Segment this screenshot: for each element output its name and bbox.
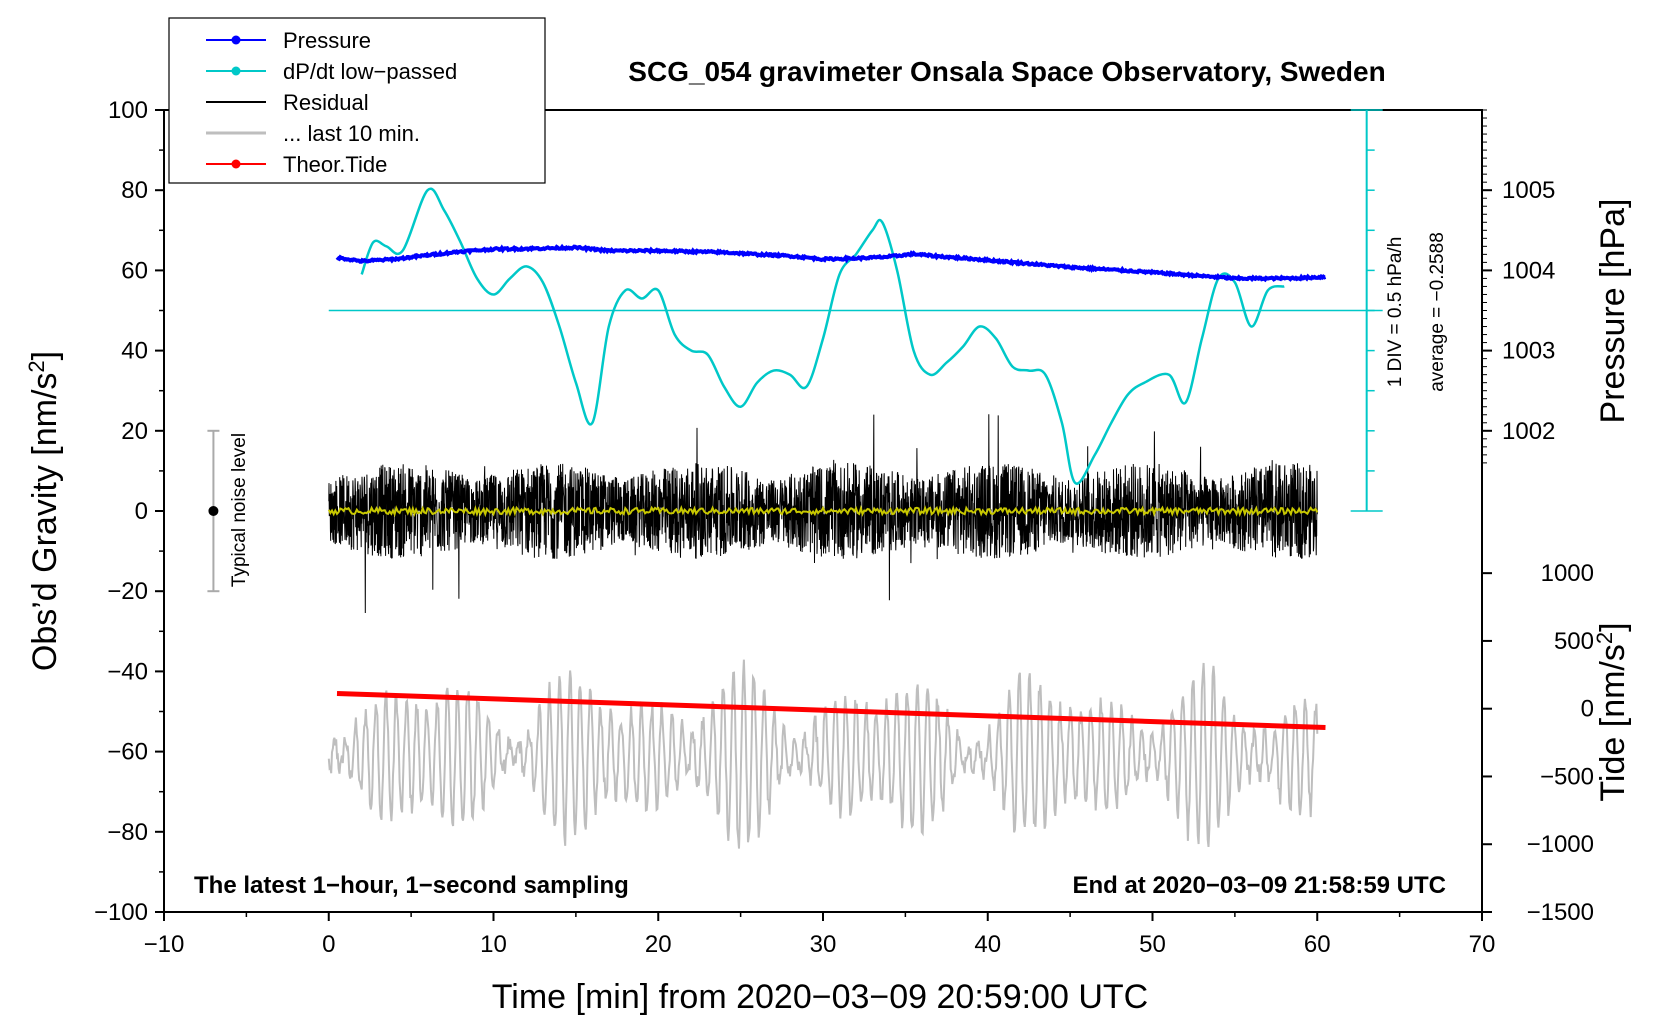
x-tick-label: 50 bbox=[1139, 931, 1166, 958]
pressure-axis-title: Pressure [hPa] bbox=[1594, 199, 1632, 424]
dpdt-series bbox=[360, 187, 1285, 485]
chart-title: SCG_054 gravimeter Onsala Space Observat… bbox=[628, 56, 1385, 87]
pressure-tick-label: 1002 bbox=[1502, 418, 1555, 445]
legend-label: Pressure bbox=[283, 28, 371, 53]
noise-bar-center bbox=[208, 506, 219, 516]
y-tick-label: 60 bbox=[121, 257, 148, 284]
y-axis-title-sup: 2 bbox=[24, 360, 49, 372]
y-tick-label: −100 bbox=[94, 899, 148, 926]
legend: Pressure dP/dt low−passed Residual ... last… bbox=[168, 17, 546, 184]
legend-marker bbox=[231, 35, 241, 45]
legend-box bbox=[168, 17, 546, 184]
theor-tide-series bbox=[336, 690, 1326, 731]
x-tick-label: 60 bbox=[1304, 931, 1331, 958]
dpdt-div-label: 1 DIV = 0.5 hPa/h bbox=[1385, 237, 1406, 388]
y-tick-label: −80 bbox=[107, 819, 148, 846]
pressure-tick-label: 1005 bbox=[1502, 177, 1555, 204]
y-axis-title-left: Obs’d Gravity [nm/s2] bbox=[24, 351, 64, 671]
x-tick-label: 10 bbox=[480, 931, 507, 958]
tide-axis-title-end: ] bbox=[1594, 622, 1632, 631]
y-axis-ticks: −100 −80 −60 −40 −20 0 20 40 60 80 100 bbox=[94, 97, 164, 926]
dpdt-line bbox=[360, 187, 1285, 485]
pressure-tick-label: 1004 bbox=[1502, 257, 1555, 284]
x-tick-label: 40 bbox=[974, 931, 1001, 958]
x-tick-label: 0 bbox=[322, 931, 335, 958]
residual-smoothed-series bbox=[327, 504, 1319, 518]
y-tick-label: 0 bbox=[135, 498, 148, 525]
x-tick-label: 30 bbox=[810, 931, 837, 958]
y-axis-title-main: Obs’d Gravity [nm/s bbox=[26, 373, 64, 672]
legend-label: Theor.Tide bbox=[283, 152, 387, 177]
theor-tide-line bbox=[336, 690, 1326, 731]
y-axis-title-end: ] bbox=[26, 351, 64, 360]
y-tick-label: −20 bbox=[107, 578, 148, 605]
y-tick-label: 40 bbox=[121, 338, 148, 365]
x-tick-label: 20 bbox=[645, 931, 672, 958]
legend-marker bbox=[231, 159, 241, 169]
sampling-note: The latest 1−hour, 1−second sampling bbox=[194, 872, 629, 899]
legend-entries: Pressure dP/dt low−passed Residual ... last… bbox=[206, 28, 457, 177]
tide-tick-label: −1500 bbox=[1527, 899, 1594, 926]
dpdt-scale-bar bbox=[328, 109, 1383, 512]
last-10-min-series bbox=[327, 659, 1319, 849]
pressure-series bbox=[335, 243, 1327, 283]
dpdt-average-label: average = −0.2588 bbox=[1427, 232, 1448, 392]
noise-level-bar bbox=[207, 429, 220, 593]
legend-label: Residual bbox=[283, 90, 369, 115]
y-tick-label: −60 bbox=[107, 739, 148, 766]
tide-axis-ticks: −1500 −1000 −500 0 500 1000 bbox=[1481, 560, 1594, 926]
y-tick-label: −40 bbox=[107, 658, 148, 685]
legend-marker bbox=[231, 66, 241, 76]
tide-tick-label: 500 bbox=[1554, 628, 1594, 655]
tide-tick-label: 0 bbox=[1581, 696, 1594, 723]
pressure-tick-label: 1003 bbox=[1502, 338, 1555, 365]
tide-axis-title-sup: 2 bbox=[1592, 632, 1617, 644]
tide-tick-label: 1000 bbox=[1541, 560, 1594, 587]
tide-axis-title-main: Tide [nm/s bbox=[1594, 644, 1632, 801]
pressure-line bbox=[335, 243, 1327, 283]
x-tick-label: −10 bbox=[144, 931, 185, 958]
legend-label: dP/dt low−passed bbox=[283, 59, 457, 84]
end-time-note: End at 2020−03−09 21:58:59 UTC bbox=[1072, 872, 1446, 899]
pressure-axis-ticks: 1002 1003 1004 1005 bbox=[1482, 109, 1555, 464]
last-10-min-line bbox=[327, 659, 1319, 849]
y-tick-label: 100 bbox=[108, 97, 148, 124]
x-axis-title: Time [min] from 2020−03−09 20:59:00 UTC bbox=[492, 978, 1148, 1016]
residual-smoothed-line bbox=[327, 504, 1319, 518]
tide-axis-title: Tide [nm/s2] bbox=[1592, 622, 1632, 801]
tide-tick-label: −500 bbox=[1540, 763, 1594, 790]
x-tick-label: 70 bbox=[1469, 931, 1496, 958]
y-tick-label: 20 bbox=[121, 418, 148, 445]
x-axis-ticks: −10 0 10 20 30 40 50 60 70 bbox=[144, 912, 1496, 958]
noise-level-label: Typical noise level bbox=[229, 433, 250, 587]
tide-tick-label: −1000 bbox=[1527, 831, 1594, 858]
legend-label: ... last 10 min. bbox=[283, 121, 420, 146]
y-tick-label: 80 bbox=[121, 177, 148, 204]
